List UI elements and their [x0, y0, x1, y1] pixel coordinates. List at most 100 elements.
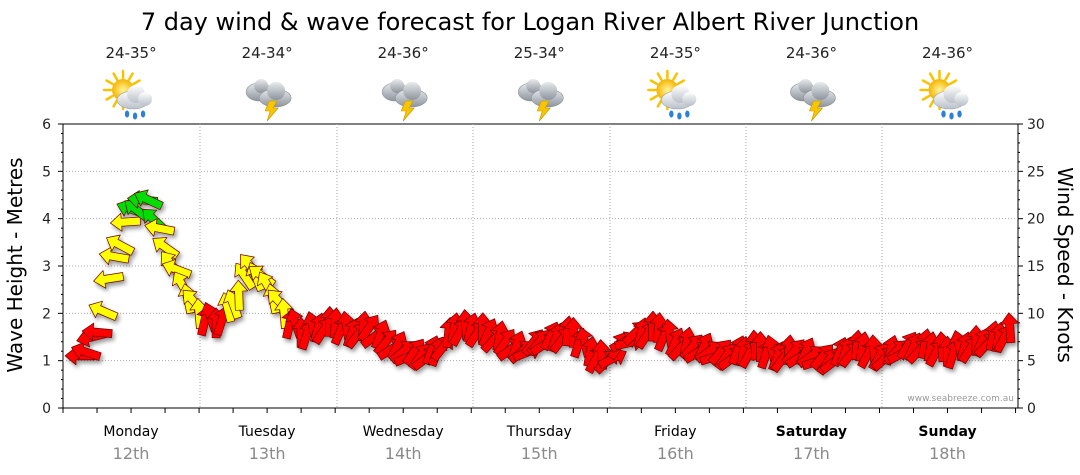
sun-ray [132, 79, 141, 86]
date-label: 12th [113, 444, 150, 463]
cloud-puff [954, 92, 969, 106]
left-axis-tick-label: 0 [42, 401, 51, 417]
raindrop [949, 112, 954, 120]
right-axis-tick-label: 10 [1027, 306, 1045, 322]
sun-ray [105, 94, 114, 101]
wind-arrow [1000, 312, 1019, 344]
day-temperature: 25-34° [514, 44, 565, 62]
wind-arrow [93, 270, 125, 289]
sun-cloud-rain-icon [102, 69, 153, 120]
sun-ray [656, 72, 663, 81]
sun-cloud-rain-icon [647, 69, 697, 120]
cloud-shape [517, 79, 564, 108]
right-axis-tick-label: 5 [1027, 354, 1036, 370]
raindrop [669, 110, 674, 118]
sun-cloud-rain-icon [919, 69, 969, 120]
date-label: 14th [385, 444, 422, 463]
date-label: 18th [929, 444, 966, 463]
day-label: Saturday [776, 424, 847, 440]
sun-ray [921, 94, 931, 101]
raindrop [132, 112, 138, 120]
wind-arrow [106, 234, 136, 256]
left-axis-tick-label: 2 [42, 306, 51, 322]
sun-ray [928, 72, 935, 81]
thunderstorm-icon [245, 79, 292, 122]
wind-arrow [134, 189, 164, 211]
wind-arrow [229, 279, 249, 311]
thunderstorm-icon [381, 79, 428, 122]
left-axis-tick-label: 4 [42, 212, 51, 228]
lightning-bolt [264, 100, 279, 122]
cloud-shape [933, 85, 969, 110]
left-axis-tick-label: 3 [42, 259, 51, 275]
right-axis-tick-label: 20 [1027, 212, 1045, 228]
raindrop [685, 110, 690, 118]
right-axis-tick-label: 15 [1027, 259, 1045, 275]
cloud-shape [381, 79, 428, 108]
wind-arrow [152, 237, 181, 260]
cloud-puff [526, 79, 541, 93]
raindrop [124, 110, 130, 118]
day-temperature: 24-34° [242, 44, 293, 62]
chart-title: 7 day wind & wave forecast for Logan Riv… [141, 8, 919, 36]
day-temperature: 24-36° [378, 44, 429, 62]
raindrop [941, 110, 946, 118]
credit-text: www.seabreeze.com.au [907, 394, 1014, 404]
date-label: 15th [521, 444, 558, 463]
cloud-shape [661, 85, 697, 110]
lightning-bolt [808, 100, 824, 122]
day-temperature: 24-36° [786, 44, 837, 62]
wind-arrow [162, 259, 193, 279]
cloud-puff [798, 79, 813, 93]
right-axis-tick-label: 30 [1027, 117, 1045, 133]
sun-ray [105, 79, 114, 86]
sun-ray [112, 72, 119, 81]
lightning-bolt [536, 100, 551, 122]
sun-ray [649, 94, 659, 101]
day-label: Wednesday [363, 424, 444, 440]
left-axis-title: Wave Height - Metres [3, 157, 27, 372]
wind-arrow [144, 218, 176, 237]
sun-ray [928, 99, 935, 108]
day-label: Friday [654, 424, 696, 440]
sun-ray [112, 99, 119, 108]
raindrop [140, 110, 146, 118]
day-label: Tuesday [238, 424, 296, 440]
sun-ray [921, 79, 931, 86]
right-axis-tick-label: 25 [1027, 164, 1045, 180]
cloud-shape [245, 79, 292, 108]
day-temperature: 24-36° [922, 44, 973, 62]
sun-ray [944, 72, 951, 81]
sun-ray [649, 79, 659, 86]
cloud-puff [811, 82, 830, 100]
date-label: 13th [249, 444, 286, 463]
day-temperature: 24-35° [650, 44, 701, 62]
day-label: Monday [103, 424, 158, 440]
left-axis-tick-label: 6 [42, 117, 51, 133]
date-label: 17th [793, 444, 830, 463]
sun-ray [948, 79, 958, 86]
wind-arrow [81, 322, 113, 342]
day-label: Sunday [918, 424, 976, 440]
sun-ray [127, 72, 134, 81]
right-axis-title: Wind Speed - Knots [1053, 167, 1077, 363]
sun-ray [672, 72, 679, 81]
date-label: 16th [657, 444, 694, 463]
thunderstorm-icon [790, 79, 836, 122]
sun-ray [676, 79, 686, 86]
cloud-puff [138, 92, 153, 106]
wind-arrow [88, 300, 119, 321]
lightning-bolt [400, 100, 415, 122]
raindrop [677, 112, 682, 120]
left-axis-tick-label: 5 [42, 164, 51, 180]
wind-arrow [110, 212, 141, 232]
sun-ray [656, 99, 663, 108]
raindrop [957, 110, 962, 118]
cloud-puff [267, 82, 286, 100]
right-axis-tick-label: 0 [1027, 401, 1036, 417]
cloud-shape [790, 79, 836, 108]
cloud-puff [539, 82, 558, 100]
cloud-puff [682, 92, 697, 106]
day-temperature: 24-35° [105, 44, 156, 62]
